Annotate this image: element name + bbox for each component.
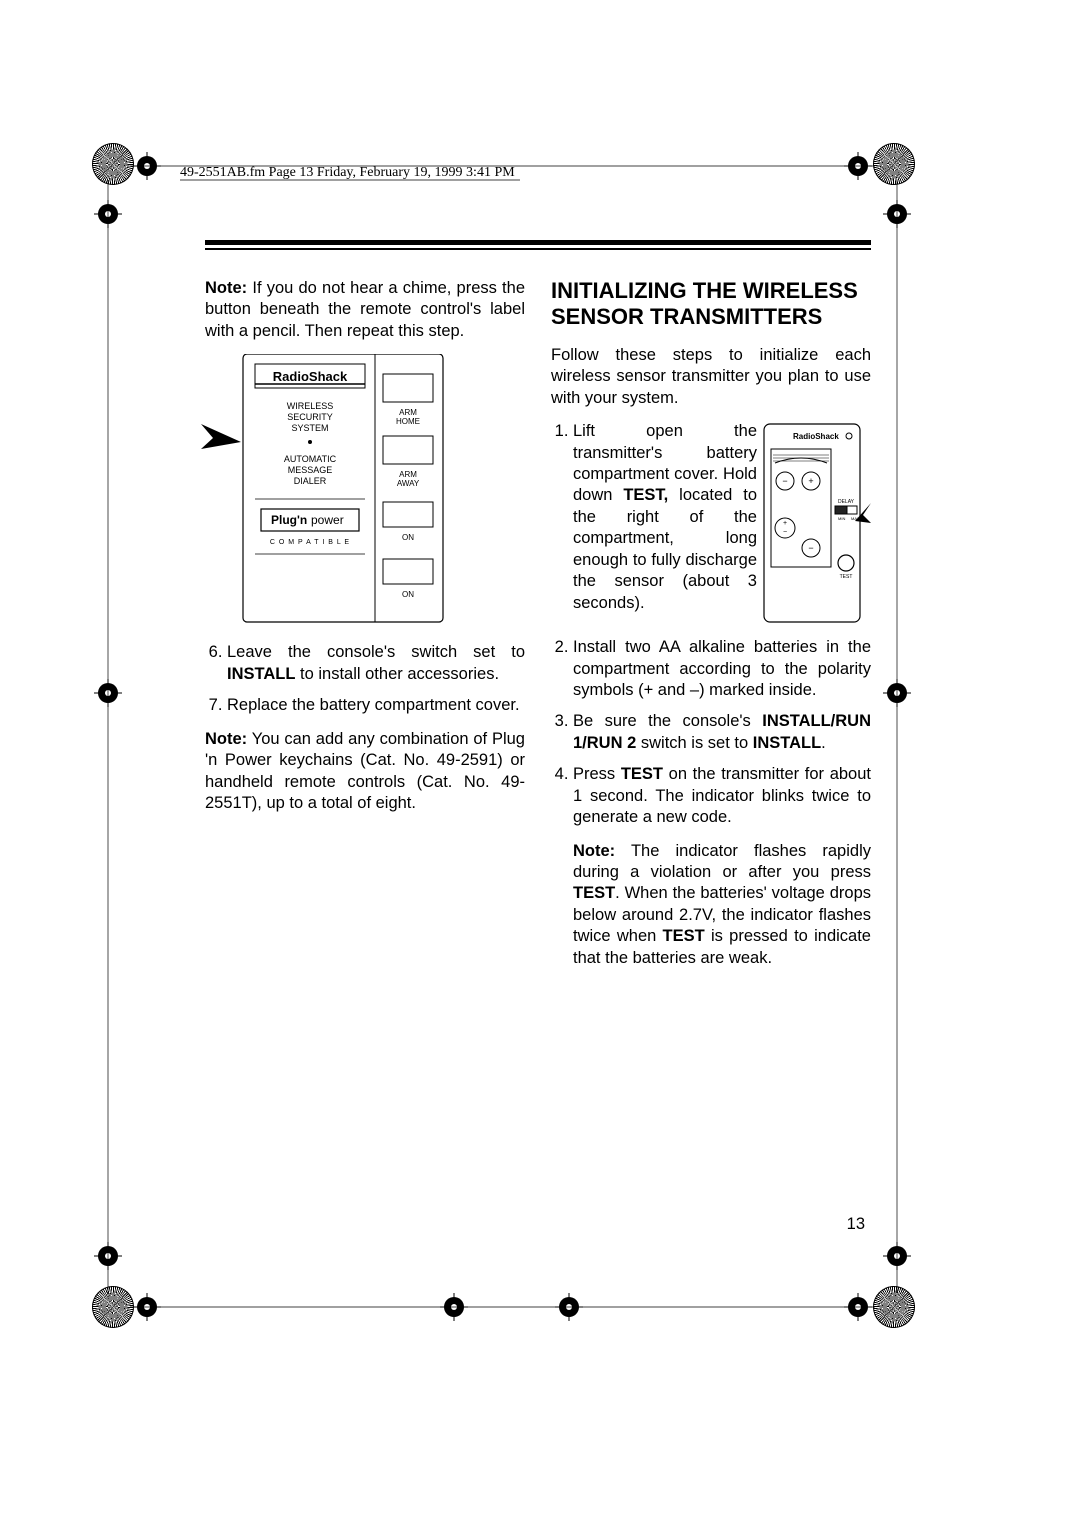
svg-text:Plug'n: Plug'n [271,513,307,527]
svg-text:ARM: ARM [399,470,417,479]
step-4: Press TEST on the transmitter for about … [573,764,871,828]
svg-text:SYSTEM: SYSTEM [291,423,328,433]
svg-text:−: − [783,529,787,536]
section-heading: INITIALIZING THE WIRELESS SENSOR TRANSMI… [551,278,871,331]
svg-text:ON: ON [402,533,414,542]
svg-text:WIRELESS: WIRELESS [287,401,334,411]
steps-left: Leave the console's switch set to INSTAL… [205,642,525,716]
steps-right: RadioShack − + [551,421,871,829]
svg-text:C O M P A T I B L E: C O M P A T I B L E [270,539,350,546]
svg-text:ARM: ARM [399,408,417,417]
svg-text:−: − [808,543,813,553]
remote-control-diagram: RadioShack WIRELESS SECURITY SYSTEM AUTO… [223,354,483,624]
svg-text:HOME: HOME [396,417,420,426]
left-column: Note: If you do not hear a chime, press … [205,278,525,969]
svg-text:+: + [808,476,813,486]
svg-text:power: power [311,513,344,527]
right-column: INITIALIZING THE WIRELESS SENSOR TRANSMI… [551,278,871,969]
step-2: Install two AA alkaline batteries in the… [573,637,871,701]
step-7: Replace the battery compartment cover. [227,695,525,716]
document-page: 49-2551AB.fm Page 13 Friday, February 19… [0,0,1080,1528]
note-3: Note: The indicator flashes rapidly duri… [573,841,871,970]
svg-text:SECURITY: SECURITY [287,412,333,422]
svg-text:DIALER: DIALER [294,476,327,486]
sensor-transmitter-diagram: RadioShack − + [763,423,871,623]
step-3: Be sure the console's INSTALL/RUN 1/RUN … [573,711,871,754]
content-area: Note: If you do not hear a chime, press … [205,240,871,969]
svg-text:MESSAGE: MESSAGE [288,465,333,475]
page-header: 49-2551AB.fm Page 13 Friday, February 19… [180,165,830,181]
step-1: RadioShack − + [573,421,871,627]
note-2: Note: You can add any combination of Plu… [205,729,525,815]
svg-text:RadioShack: RadioShack [273,369,348,384]
svg-text:−: − [782,476,787,486]
svg-text:ON: ON [402,590,414,599]
svg-text:TEST: TEST [840,574,853,580]
intro-text: Follow these steps to initialize each wi… [551,345,871,409]
note-1: Note: If you do not hear a chime, press … [205,278,525,342]
page-number: 13 [847,1215,865,1234]
top-rule [205,240,871,250]
note-label: Note: [205,279,247,297]
svg-text:AUTOMATIC: AUTOMATIC [284,454,337,464]
step-6: Leave the console's switch set to INSTAL… [227,642,525,685]
svg-text:DELAY: DELAY [838,499,855,505]
pointer-arrow-icon [201,424,241,454]
svg-text:AWAY: AWAY [397,479,420,488]
svg-text:RadioShack: RadioShack [793,432,839,441]
svg-text:MIN: MIN [838,516,845,521]
svg-text:+: + [783,520,787,527]
